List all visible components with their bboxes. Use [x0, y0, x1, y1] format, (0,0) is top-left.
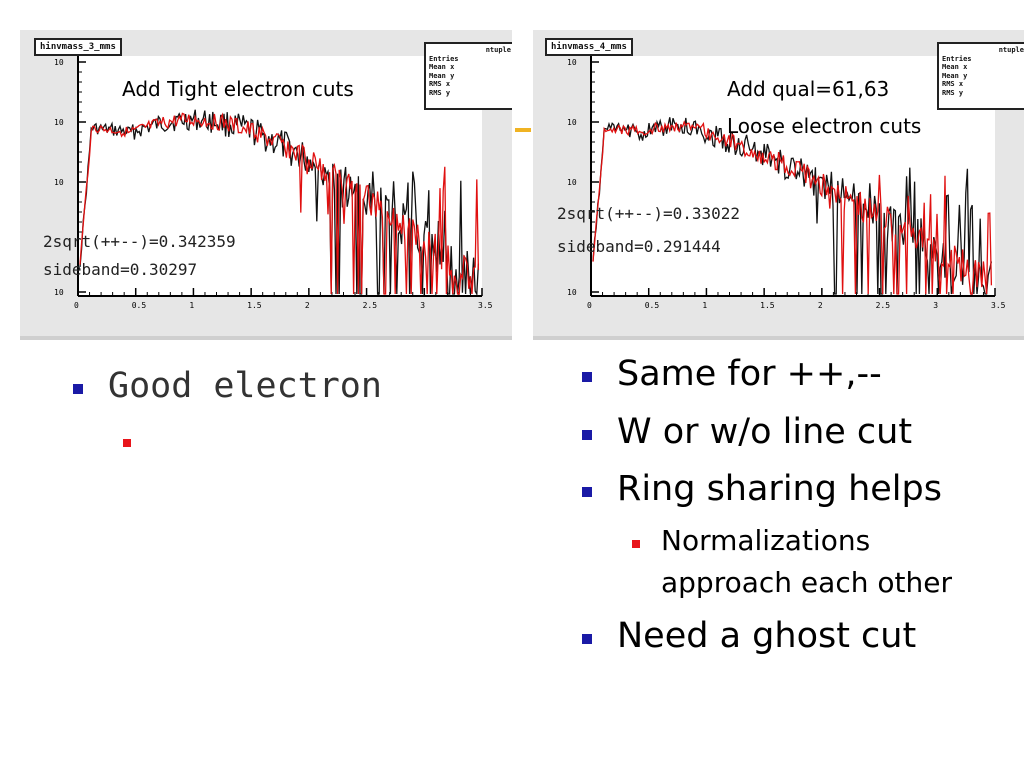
stats-entry: Entries — [942, 54, 972, 63]
x-tick-label: 2 — [305, 301, 310, 310]
stats-entry: RMS x — [942, 80, 964, 88]
y-tick-label: 10 — [567, 118, 577, 127]
x-tick-label: 3.5 — [478, 301, 493, 310]
formula-ratio: 2sqrt(++--)=0.33022 — [557, 204, 741, 223]
x-tick-label: 0 — [587, 301, 592, 310]
bullet-marker — [582, 634, 592, 644]
stats-box: ntuple Entries Mean x Mean y RMS x RMS y — [937, 42, 1024, 110]
x-tick-label: 1 — [189, 301, 194, 310]
stats-header: ntuple — [485, 46, 511, 54]
accent-dash — [515, 128, 531, 132]
stats-entry: RMS x — [429, 80, 451, 88]
histogram-plot-right: 10 10 10 10 0 0.5 1 1.5 2 2.5 3 3.5 — [567, 56, 1006, 310]
histogram-series-red — [592, 120, 993, 295]
sideband-value: sideband=0.291444 — [557, 237, 721, 256]
stats-entry: RMS y — [429, 88, 451, 97]
bullet-line-cut: W or w/o line cut — [617, 412, 913, 452]
x-tick-label: 3 — [420, 301, 425, 310]
bullet-same-for: Same for ++,-- — [617, 354, 882, 394]
stats-entry: RMS y — [942, 88, 964, 97]
histogram-plot-left: 10 10 10 10 0 0.5 1 1.5 2 2.5 3 3.5 — [54, 56, 493, 310]
x-tick-label: 1.5 — [760, 301, 775, 310]
sub-bullet-marker — [632, 540, 640, 548]
histogram-title: hinvmass_4_mms — [545, 38, 633, 56]
plot-area — [78, 56, 482, 296]
x-tick-label: 2.5 — [363, 301, 378, 310]
y-tick-label: 10 — [54, 288, 64, 297]
bullet-marker — [582, 487, 592, 497]
x-tick-label: 0.5 — [132, 301, 147, 310]
stats-header: ntuple — [998, 46, 1024, 54]
bullet-marker — [73, 384, 83, 394]
stats-entry: Mean x — [942, 63, 968, 71]
x-tick-label: 1 — [702, 301, 707, 310]
bullet-ghost-cut: Need a ghost cut — [617, 616, 917, 656]
y-tick-label: 10 — [567, 288, 577, 297]
y-tick-label: 10 — [54, 58, 64, 67]
bullet-good-electron: Good electron — [108, 366, 382, 406]
x-tick-label: 0.5 — [645, 301, 660, 310]
annotation-qual: Add qual=61,63 — [727, 77, 890, 101]
histogram-panel-left: 10 10 10 10 0 0.5 1 1.5 2 2.5 3 3.5 hinvmass_3_mms … — [20, 30, 512, 340]
y-tick-label: 10 — [567, 58, 577, 67]
histogram-panel-right: 10 10 10 10 0 0.5 1 1.5 2 2.5 3 3.5 hinvmass_4_mms … — [533, 30, 1024, 340]
bullet-marker — [582, 430, 592, 440]
bullet-ring-sharing: Ring sharing helps — [617, 469, 942, 509]
stats-entry: Mean x — [429, 63, 455, 71]
formula-ratio: 2sqrt(++--)=0.342359 — [43, 232, 236, 251]
histogram-series-red — [79, 112, 480, 295]
plot-area — [591, 56, 995, 296]
sub-bullet-normalizations: Normalizations approach each other — [661, 524, 952, 599]
annotation-loose: Loose electron cuts — [727, 114, 922, 138]
y-tick-label: 10 — [54, 178, 64, 187]
stats-entry: Entries — [429, 54, 459, 63]
stats-box: ntuple Entries Mean x Mean y RMS x RMS y — [424, 42, 512, 110]
x-tick-label: 0 — [74, 301, 79, 310]
x-tick-label: 2.5 — [876, 301, 891, 310]
x-tick-label: 3 — [933, 301, 938, 310]
x-tick-label: 1.5 — [247, 301, 262, 310]
histogram-title: hinvmass_3_mms — [34, 38, 122, 56]
y-tick-label: 10 — [567, 178, 577, 187]
bullet-marker — [582, 372, 592, 382]
annotation-cuts: Add Tight electron cuts — [122, 77, 354, 101]
stats-entry: Mean y — [429, 71, 455, 80]
stats-entry: Mean y — [942, 71, 968, 80]
sub-bullet-marker — [123, 439, 131, 447]
x-tick-label: 2 — [818, 301, 823, 310]
sideband-value: sideband=0.30297 — [43, 260, 198, 279]
y-tick-label: 10 — [54, 118, 64, 127]
x-tick-label: 3.5 — [991, 301, 1006, 310]
